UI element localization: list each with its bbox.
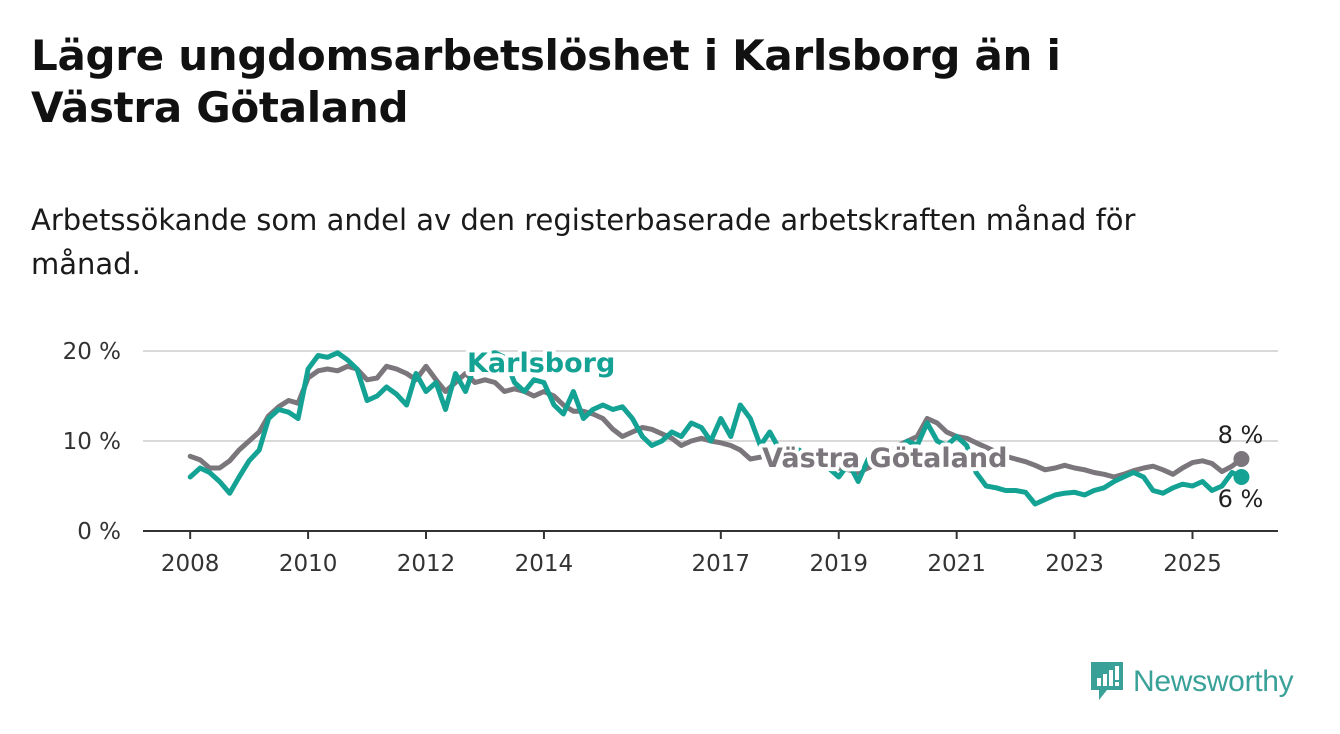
chart-subtitle: Arbetssökande som andel av den registerb… xyxy=(31,203,1136,281)
series-label-vastra-gotaland: Västra Götaland xyxy=(762,443,1007,474)
x-tick-label: 2012 xyxy=(397,551,456,577)
x-tick-label: 2008 xyxy=(161,551,220,577)
series-line-v-stra-g-taland xyxy=(187,363,1244,480)
x-tick-label: 2025 xyxy=(1163,551,1222,577)
series-label-karlsborg: Karlsborg xyxy=(467,348,615,379)
y-tick-label: 10 % xyxy=(63,429,121,455)
y-tick-label: 0 % xyxy=(77,519,121,545)
x-tick-label: 2010 xyxy=(279,551,338,577)
series-labels: 8 % 6 % Västra Götaland Karlsborg xyxy=(463,344,1264,513)
end-label-karlsborg: 6 % xyxy=(1218,485,1264,513)
x-axis: 2008 2010 2012 2014 2017 2019 2021 2023 2025 xyxy=(143,530,1278,577)
x-tick-label: 2014 xyxy=(515,551,574,577)
x-tick-label: 2021 xyxy=(927,551,986,577)
y-axis: 0 % 10 % 20 % xyxy=(63,339,121,545)
x-tick-label: 2023 xyxy=(1045,551,1104,577)
end-point-karlsborg xyxy=(1233,469,1250,485)
series-lines xyxy=(187,350,1250,507)
x-tick-label: 2017 xyxy=(692,551,751,577)
x-tick-label: 2019 xyxy=(809,551,868,577)
brand: Newsworthy xyxy=(1089,660,1294,704)
y-tick-label: 20 % xyxy=(63,339,121,365)
brand-name: Newsworthy xyxy=(1133,665,1294,698)
end-point-v-stra-g-taland xyxy=(1233,451,1250,467)
series-line-karlsborg xyxy=(187,350,1244,507)
end-label-v-stra-g-taland: 8 % xyxy=(1218,421,1264,449)
newsworthy-logo-icon xyxy=(1091,662,1123,700)
chart-title: Lägre ungdomsarbetslöshet i Karlsborg än… xyxy=(31,31,1061,132)
